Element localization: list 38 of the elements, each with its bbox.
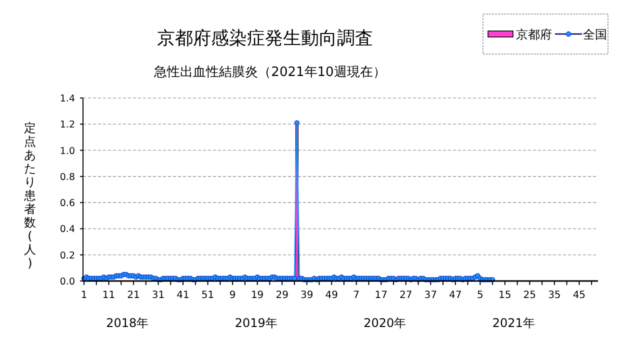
x-tick-label: 27 [400, 290, 412, 301]
y-tick-label: 1.4 [60, 94, 75, 104]
y-tick-label: 0.0 [60, 276, 75, 288]
y-tick-label: 1.0 [60, 146, 75, 157]
y-tick-label: 1.2 [60, 120, 75, 131]
x-tick-label: 35 [548, 290, 561, 301]
x-tick-label: 47 [449, 290, 462, 301]
text: 2019年 [234, 316, 278, 330]
x-tick-label: 51 [201, 290, 214, 301]
x-tick-label: 39 [300, 290, 314, 301]
y-tick-label: 0.2 [60, 250, 75, 262]
x-tick-label: 7 [353, 290, 360, 301]
x-tick-label: 21 [127, 290, 140, 301]
text: 2018年 [106, 316, 149, 330]
x-tick-label: 5 [476, 290, 484, 301]
x-tick-label: 11 [102, 290, 116, 301]
x-tick-label: 37 [424, 290, 437, 301]
x-tick-label: 41 [176, 290, 190, 301]
y-axis-title: 定点あたり患者数(人) [24, 121, 36, 270]
text: 2021年 [492, 316, 535, 330]
x-tick-label: 29 [276, 290, 288, 301]
x-tick-label: 19 [250, 290, 264, 301]
x-tick-label: 49 [325, 290, 338, 301]
chart-title: 京都府感染症発生動向調査 [157, 28, 373, 49]
y-tick-label: 0.6 [60, 198, 75, 210]
y-tick-label: 0.4 [60, 224, 75, 236]
x-tick-label: 45 [572, 290, 586, 301]
x-tick-label: 31 [152, 290, 165, 301]
text: 2020年 [364, 316, 406, 330]
legend-label: 全国 [583, 28, 607, 42]
legend-label: 京都府 [516, 28, 552, 42]
chart-subtitle: 急性出血性結膜炎（2021年10週現在） [153, 65, 386, 80]
y-tick-label: 0.8 [60, 172, 75, 183]
x-tick-label: 15 [498, 290, 512, 301]
x-tick-label: 25 [523, 290, 536, 301]
x-tick-label: 17 [374, 290, 388, 301]
x-tick-label: 9 [229, 290, 236, 301]
x-tick-label: 1 [80, 290, 88, 301]
